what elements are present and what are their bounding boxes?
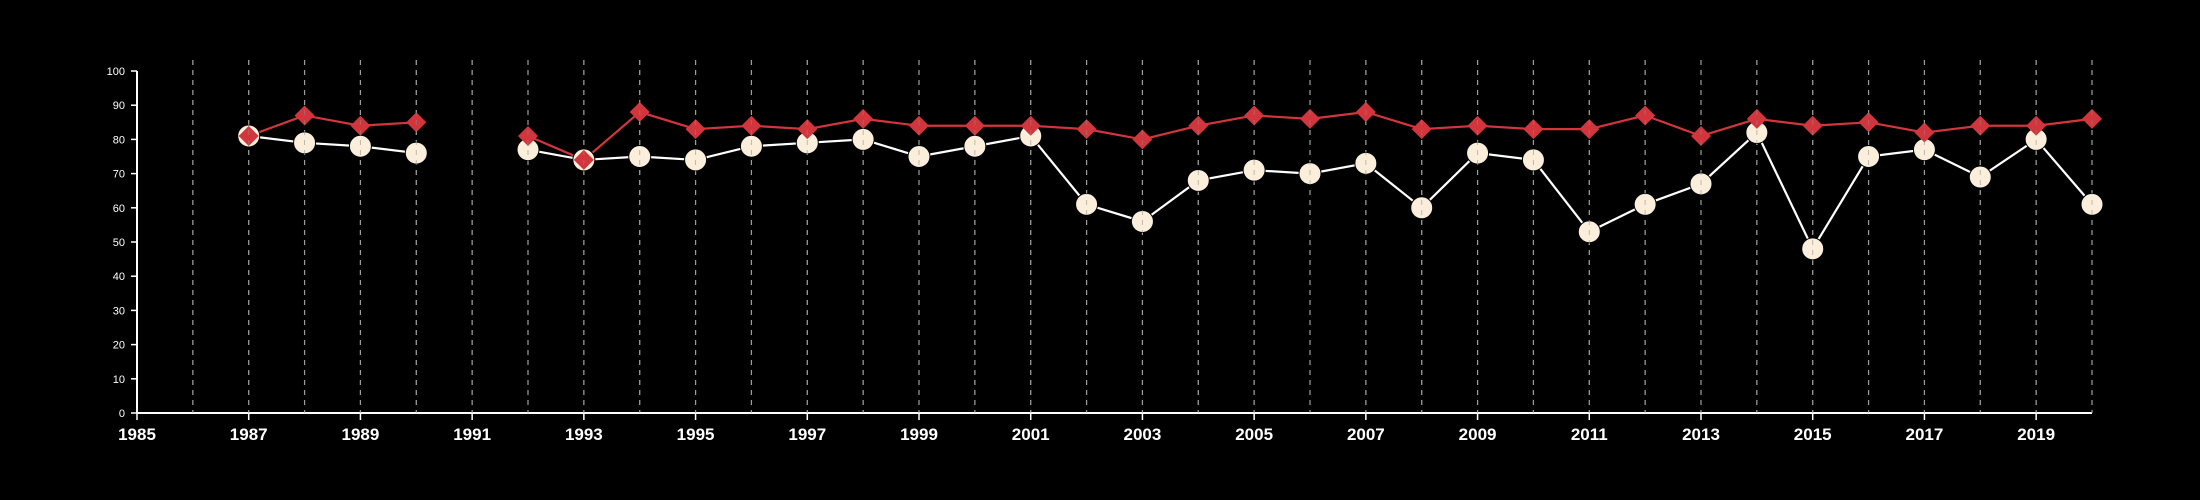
series-layer [192,60,2104,413]
x-tick-label-2003: 2003 [1124,425,1162,444]
red-point-2020 [2082,108,2102,129]
red-point-2009 [1467,115,1488,136]
red-point-1993 [573,149,594,170]
red-point-2005 [1244,105,1265,126]
cream-point-1994 [628,145,652,168]
red-point-2013 [1691,125,1711,146]
red-point-2000 [964,115,985,136]
y-tick-label-60: 60 [113,203,125,215]
cream-point-2015 [1801,237,1825,261]
red-point-2018 [1970,115,1991,136]
y-tick-label-90: 90 [113,100,125,112]
x-tick-label-1993: 1993 [565,425,603,444]
y-tick-label-50: 50 [113,237,125,249]
x-tick-label-1999: 1999 [900,425,938,444]
y-tick-label-100: 100 [107,66,125,78]
x-tick-label-2007: 2007 [1347,425,1385,444]
x-tick-label-1991: 1991 [453,425,491,444]
red-point-2015 [1802,115,1823,136]
x-tick-label-2017: 2017 [1906,425,1944,444]
y-tick-label-10: 10 [113,374,125,386]
x-tick-label-2019: 2019 [2017,425,2055,444]
cream-point-1999 [907,145,931,168]
red-point-2014 [1746,108,1767,129]
red-point-1997 [797,119,818,140]
y-tick-label-20: 20 [113,340,125,352]
cream-point-2016 [1857,145,1881,168]
red-point-1987 [238,125,259,146]
red-point-2006 [1300,108,1320,129]
red-point-2008 [1411,119,1432,140]
y-tick-label-80: 80 [113,134,125,146]
x-tick-label-2013: 2013 [1682,425,1720,444]
x-tick-label-2015: 2015 [1794,425,1832,444]
red-point-1989 [350,115,371,136]
red-point-2003 [1132,129,1153,150]
y-tick-label-40: 40 [113,271,125,283]
cream-point-2018 [1968,165,1992,189]
cream-series-line-0 [248,134,417,155]
x-tick-label-1985: 1985 [118,425,156,444]
red-point-2019 [2026,115,2047,136]
y-tick-label-30: 30 [113,305,125,317]
red-point-1992 [518,125,538,146]
axes: 0 10 20 30 40 50 60 70 80 90 100 1985 1987 1989 1991 19… [107,66,2092,444]
x-tick-label-2009: 2009 [1459,425,1497,444]
x-tick-label-2001: 2001 [1012,425,1050,444]
cream-point-2008 [1410,196,1434,220]
x-tick-label-1997: 1997 [788,425,826,444]
red-point-2001 [1020,115,1041,136]
x-tick-label-1989: 1989 [342,425,380,444]
y-tick-label-70: 70 [113,169,125,181]
red-point-2010 [1523,119,1544,140]
red-point-2002 [1076,119,1097,140]
red-point-1998 [853,108,874,129]
red-point-1988 [294,105,315,126]
red-point-1999 [909,115,929,136]
red-point-2004 [1188,115,1209,136]
x-tick-label-1987: 1987 [230,425,268,444]
red-point-1995 [685,119,706,140]
x-tick-label-2011: 2011 [1571,425,1608,444]
red-series-line-0 [248,114,417,138]
red-point-2012 [1635,105,1656,126]
x-tick-label-2005: 2005 [1235,425,1273,444]
red-point-2011 [1579,119,1600,140]
red-point-1996 [741,115,762,136]
y-tick-label-0: 0 [119,408,125,420]
x-tick-label-1995: 1995 [677,425,715,444]
